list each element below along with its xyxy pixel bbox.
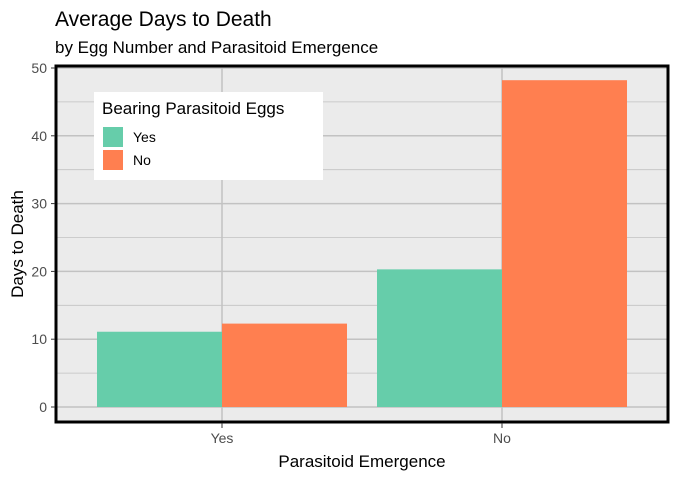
legend-swatch-no bbox=[103, 150, 123, 170]
legend-background bbox=[94, 92, 323, 180]
legend-items: Yes No bbox=[103, 127, 156, 170]
chart-title: Average Days to Death bbox=[55, 8, 272, 31]
y-axis: 0 10 20 30 40 50 bbox=[31, 60, 55, 415]
bar-no-series-no bbox=[502, 80, 627, 407]
y-tick-label: 50 bbox=[31, 60, 47, 76]
y-tick-label: 40 bbox=[31, 128, 47, 144]
bar-yes-series-yes bbox=[97, 331, 222, 407]
y-tick-label: 30 bbox=[31, 196, 47, 212]
y-tick-label: 0 bbox=[39, 399, 47, 415]
plot-border bbox=[54, 64, 670, 424]
x-tick-label: No bbox=[493, 430, 511, 446]
y-axis-title: Days to Death bbox=[8, 190, 27, 298]
legend: Bearing Parasitoid Eggs Yes No bbox=[94, 92, 323, 180]
legend-label-yes: Yes bbox=[133, 129, 156, 145]
legend-title: Bearing Parasitoid Eggs bbox=[102, 99, 284, 118]
x-axis-title: Parasitoid Emergence bbox=[278, 452, 445, 471]
bars bbox=[97, 80, 627, 407]
y-tick-label: 20 bbox=[31, 263, 47, 279]
x-axis: Yes No bbox=[211, 423, 511, 446]
x-tick-label: Yes bbox=[211, 430, 234, 446]
legend-swatch-yes bbox=[103, 127, 123, 147]
chart-subtitle: by Egg Number and Parasitoid Emergence bbox=[55, 38, 378, 57]
bar-no-series-yes bbox=[377, 269, 502, 407]
bar-yes-series-no bbox=[222, 323, 347, 407]
y-tick-label: 10 bbox=[31, 331, 47, 347]
legend-label-no: No bbox=[133, 152, 151, 168]
